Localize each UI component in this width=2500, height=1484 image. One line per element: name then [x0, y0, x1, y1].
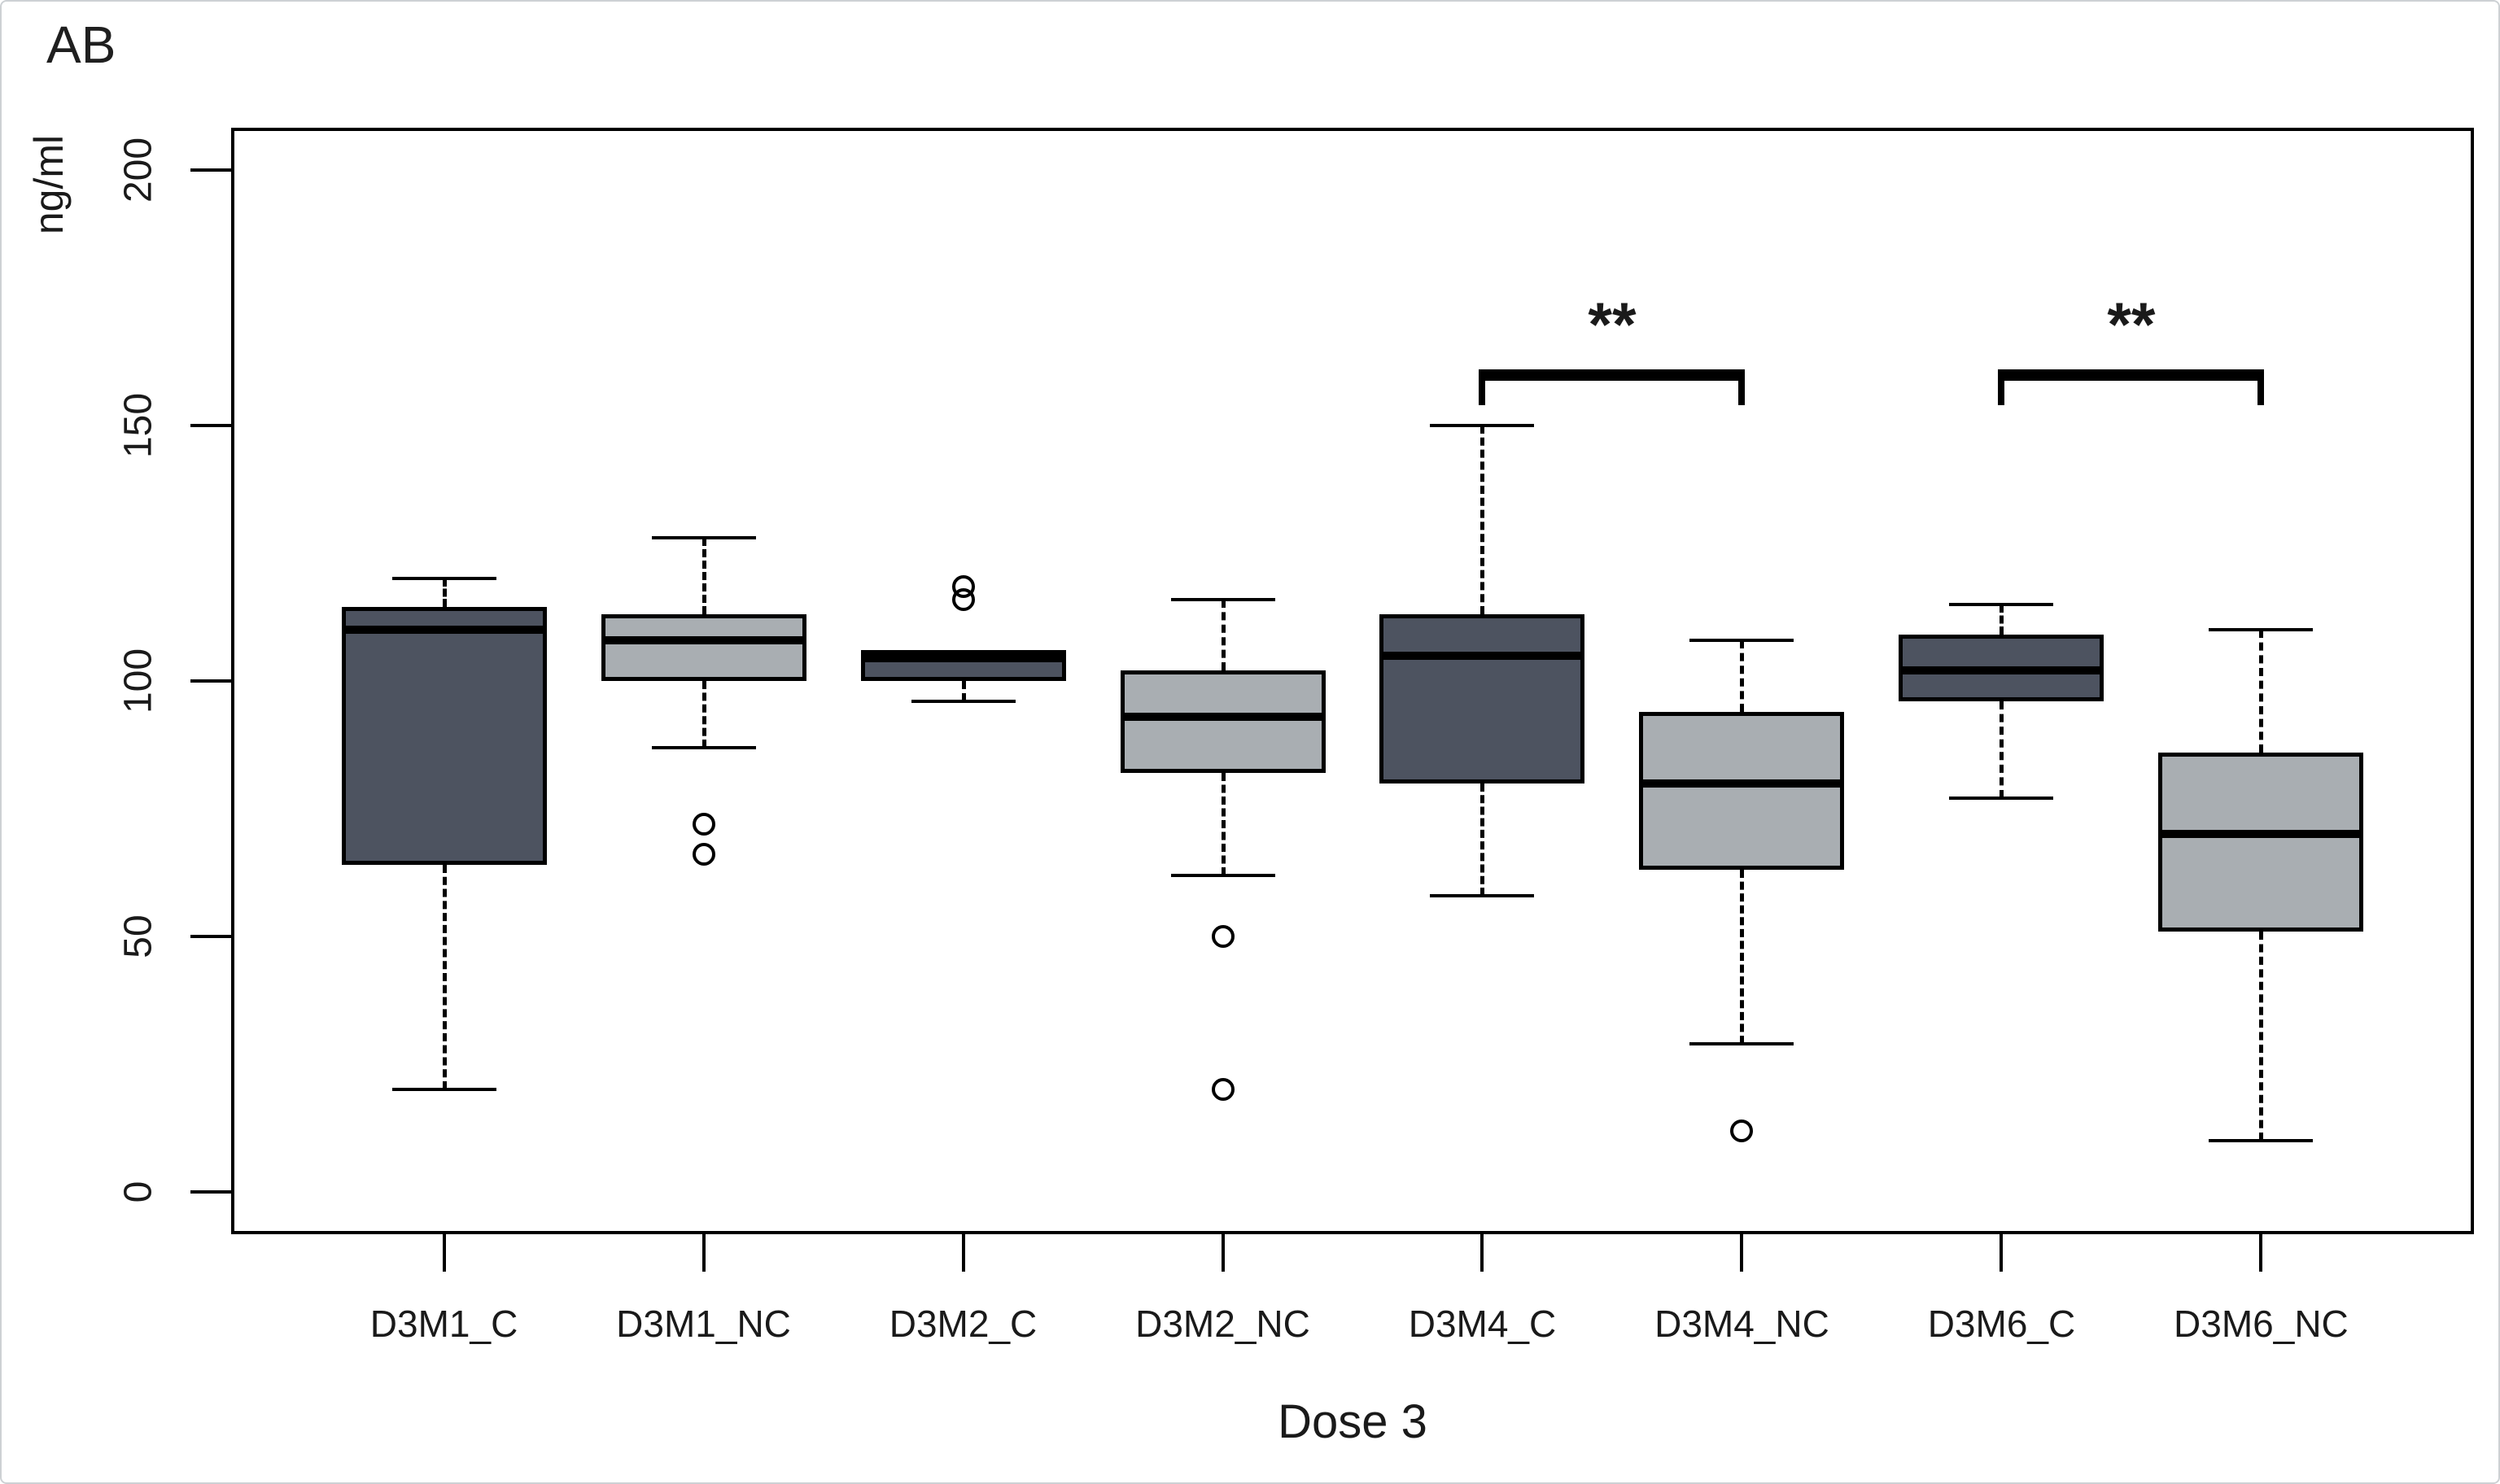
- outlier-point: [1211, 924, 1235, 948]
- x-tick-mark: [2000, 1234, 2004, 1272]
- outlier-point: [692, 812, 715, 836]
- upper-whisker-line: [1480, 426, 1485, 615]
- y-tick-label: 100: [116, 648, 160, 714]
- significance-label: **: [1588, 290, 1637, 360]
- significance-bracket: [1998, 369, 2265, 405]
- lower-whisker-cap: [2209, 1139, 2314, 1143]
- x-category-label: D3M2_NC: [1135, 1303, 1310, 1345]
- significance-label: **: [2107, 290, 2156, 360]
- x-category-label: D3M4_C: [1408, 1303, 1557, 1345]
- x-tick-mark: [1740, 1234, 1744, 1272]
- lower-whisker-line: [2000, 701, 2004, 799]
- y-tick-label: 200: [116, 137, 160, 203]
- lower-whisker-line: [1740, 870, 1745, 1044]
- upper-whisker-cap: [651, 536, 756, 540]
- x-tick-mark: [961, 1234, 965, 1272]
- boxplot-box: [1639, 711, 1845, 871]
- upper-whisker-cap: [1170, 597, 1275, 601]
- median-line: [1899, 666, 2104, 675]
- boxplot-box: [601, 614, 806, 681]
- lower-whisker-line: [1480, 783, 1485, 896]
- upper-whisker-cap: [1689, 638, 1794, 642]
- upper-whisker-cap: [391, 577, 496, 581]
- lower-whisker-line: [442, 865, 447, 1090]
- boxplot-box: [341, 606, 547, 866]
- x-category-label: D3M2_C: [889, 1303, 1038, 1345]
- x-tick-mark: [1221, 1234, 1225, 1272]
- boxplot-box: [1120, 670, 1326, 773]
- median-line: [860, 653, 1066, 662]
- outlier-point: [1730, 1119, 1754, 1142]
- x-tick-mark: [442, 1234, 446, 1272]
- boxplot-box: [1379, 614, 1585, 783]
- lower-whisker-cap: [1430, 893, 1535, 897]
- upper-whisker-line: [442, 578, 447, 607]
- lower-whisker-line: [961, 681, 966, 702]
- boxplot-box: [2158, 752, 2364, 932]
- y-tick-mark: [190, 424, 231, 428]
- upper-whisker-line: [1740, 639, 1745, 712]
- median-line: [2158, 830, 2364, 839]
- median-line: [1639, 779, 1845, 788]
- lower-whisker-cap: [911, 700, 1016, 704]
- lower-whisker-cap: [1689, 1041, 1794, 1045]
- upper-whisker-cap: [1430, 424, 1535, 428]
- x-category-label: D3M4_NC: [1654, 1303, 1829, 1345]
- chart-title: AB: [46, 15, 116, 74]
- x-axis-label: Dose 3: [1278, 1395, 1427, 1448]
- x-category-label: D3M1_NC: [616, 1303, 791, 1345]
- lower-whisker-line: [1221, 773, 1226, 875]
- lower-whisker-line: [701, 681, 706, 748]
- x-tick-mark: [701, 1234, 706, 1272]
- upper-whisker-line: [1221, 599, 1226, 671]
- lower-whisker-cap: [1170, 873, 1275, 877]
- x-tick-mark: [1480, 1234, 1484, 1272]
- lower-whisker-cap: [1949, 797, 2054, 801]
- upper-whisker-cap: [2209, 628, 2314, 632]
- y-tick-mark: [190, 679, 231, 683]
- lower-whisker-cap: [391, 1088, 496, 1092]
- y-tick-label: 150: [116, 393, 160, 459]
- x-category-label: D3M6_C: [1927, 1303, 2076, 1345]
- y-tick-mark: [190, 934, 231, 938]
- y-tick-mark: [190, 1189, 231, 1194]
- outlier-point: [1211, 1078, 1235, 1102]
- outlier-point: [692, 843, 715, 866]
- median-line: [601, 635, 806, 644]
- x-category-label: D3M1_C: [369, 1303, 518, 1345]
- median-line: [341, 626, 547, 635]
- x-tick-mark: [2259, 1234, 2263, 1272]
- median-line: [1379, 651, 1585, 660]
- median-line: [1120, 712, 1326, 721]
- upper-whisker-line: [2000, 604, 2004, 635]
- x-category-label: D3M6_NC: [2174, 1303, 2349, 1345]
- upper-whisker-cap: [1949, 602, 2054, 606]
- y-tick-label: 50: [116, 914, 160, 958]
- y-axis-label: ng/ml: [26, 134, 72, 235]
- y-tick-mark: [190, 168, 231, 172]
- outlier-point: [951, 587, 975, 611]
- lower-whisker-cap: [651, 745, 756, 749]
- upper-whisker-line: [701, 538, 706, 615]
- significance-bracket: [1479, 369, 1746, 405]
- y-tick-label: 0: [116, 1181, 160, 1203]
- upper-whisker-line: [2259, 630, 2264, 753]
- lower-whisker-line: [2259, 931, 2264, 1141]
